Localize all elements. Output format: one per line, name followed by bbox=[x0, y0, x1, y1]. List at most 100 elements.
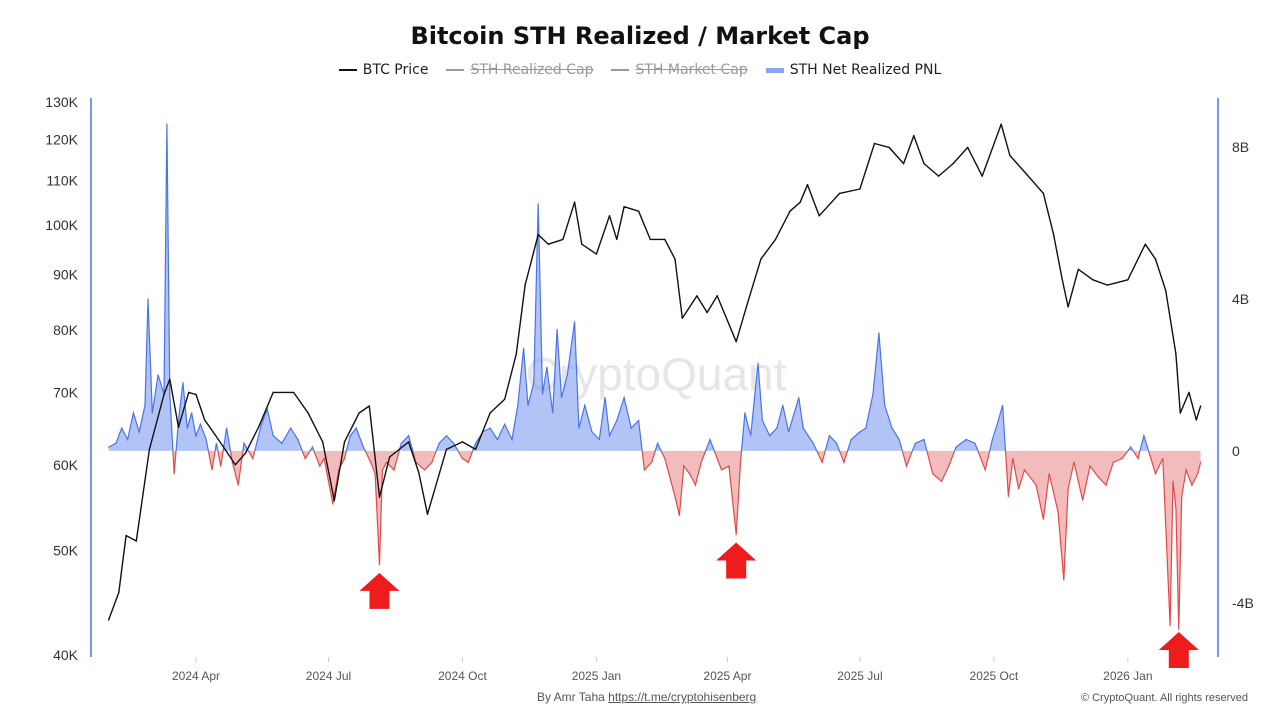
price-point bbox=[637, 210, 640, 212]
pnl-point bbox=[374, 472, 376, 475]
price-point bbox=[307, 412, 309, 414]
price-point bbox=[696, 295, 698, 297]
y-right-tick-label: 0 bbox=[1232, 443, 1240, 459]
pnl-point bbox=[126, 438, 129, 441]
y-left-tick-label: 70K bbox=[53, 384, 79, 400]
pnl-point bbox=[243, 442, 245, 445]
pnl-point bbox=[914, 442, 917, 445]
pnl-point bbox=[496, 438, 499, 441]
pnl-point bbox=[608, 434, 611, 437]
author-link[interactable]: https://t.me/cryptohisenberg bbox=[608, 690, 757, 704]
price-point bbox=[1199, 405, 1202, 407]
pnl-point bbox=[120, 427, 123, 429]
pnl-point bbox=[1067, 488, 1069, 490]
legend-item-sth-net-realized-pnl[interactable]: STH Net Realized PNL bbox=[765, 62, 942, 78]
price-point bbox=[445, 448, 448, 451]
pnl-point bbox=[923, 438, 925, 441]
pnl-point bbox=[516, 404, 519, 407]
price-point bbox=[664, 238, 666, 241]
price-point bbox=[1092, 279, 1094, 281]
price-point bbox=[537, 233, 539, 236]
pnl-point bbox=[965, 438, 968, 441]
price-point bbox=[368, 405, 370, 407]
price-point bbox=[681, 317, 684, 319]
pnl-point bbox=[1180, 495, 1183, 498]
price-point bbox=[224, 448, 226, 451]
pnl-point bbox=[431, 461, 433, 464]
pnl-point bbox=[378, 564, 381, 566]
pnl-point bbox=[650, 461, 653, 464]
pnl-point bbox=[1148, 453, 1151, 456]
pnl-point bbox=[182, 381, 184, 384]
price-point bbox=[257, 426, 260, 428]
legend: BTC Price STH Realized Cap STH Market Ca… bbox=[0, 62, 1280, 78]
price-point bbox=[1154, 258, 1157, 260]
legend-item-sth-realized-cap[interactable]: STH Realized Cap bbox=[446, 62, 593, 78]
price-point bbox=[799, 201, 801, 203]
price-point bbox=[503, 398, 506, 400]
pnl-point bbox=[211, 469, 213, 471]
pnl-point bbox=[768, 434, 771, 437]
price-point bbox=[188, 391, 190, 394]
x-tick-label: 2024 Jul bbox=[306, 669, 351, 683]
legend-label: STH Realized Cap bbox=[470, 62, 594, 78]
y-right-tick-label: 8B bbox=[1232, 139, 1249, 155]
pnl-point bbox=[1172, 480, 1174, 483]
price-point bbox=[873, 142, 876, 145]
price-point bbox=[461, 441, 464, 443]
pnl-point bbox=[1143, 434, 1145, 437]
pnl-point bbox=[532, 381, 535, 384]
pnl-point bbox=[297, 438, 299, 441]
pnl-point bbox=[1169, 624, 1171, 627]
y-left-tick-label: 40K bbox=[53, 647, 79, 663]
pnl-point bbox=[546, 366, 548, 369]
pnl-point bbox=[898, 438, 901, 441]
price-point bbox=[515, 353, 518, 355]
pnl-point bbox=[739, 461, 742, 464]
pnl-point bbox=[1097, 476, 1100, 479]
pnl-point bbox=[173, 472, 175, 475]
pnl-point bbox=[1007, 495, 1010, 498]
pnl-point bbox=[931, 472, 934, 475]
pnl-point bbox=[1137, 457, 1139, 460]
pnl-point bbox=[997, 419, 1000, 422]
price-point bbox=[118, 591, 120, 594]
price-point bbox=[1067, 306, 1069, 308]
price-point bbox=[649, 238, 651, 241]
legend-label: STH Net Realized PNL bbox=[789, 62, 942, 78]
price-point bbox=[1127, 279, 1129, 281]
pnl-point bbox=[452, 442, 455, 445]
y-right-tick-label: 4B bbox=[1232, 291, 1249, 307]
pnl-point bbox=[349, 434, 352, 437]
y-right-tick-label: -4B bbox=[1232, 595, 1254, 611]
pnl-point bbox=[883, 404, 886, 407]
pnl-point bbox=[1062, 579, 1065, 581]
pnl-point bbox=[157, 374, 159, 376]
pnl-point bbox=[1081, 499, 1084, 502]
legend-item-sth-market-cap[interactable]: STH Market Cap bbox=[611, 62, 748, 78]
pnl-point bbox=[369, 461, 372, 464]
pnl-point bbox=[781, 404, 784, 407]
pnl-point bbox=[168, 393, 171, 395]
pnl-negative-line bbox=[172, 451, 1202, 630]
pnl-point bbox=[615, 419, 618, 422]
pnl-point bbox=[891, 427, 893, 429]
y-left-tick-label: 130K bbox=[45, 94, 78, 110]
price-point bbox=[418, 471, 420, 474]
pnl-point bbox=[1178, 628, 1180, 631]
legend-item-btc-price[interactable]: BTC Price bbox=[338, 62, 428, 78]
price-point bbox=[321, 441, 324, 443]
x-tick-label: 2025 Oct bbox=[970, 669, 1019, 683]
pnl-point bbox=[1129, 446, 1132, 448]
pnl-point bbox=[166, 123, 168, 125]
footer-credit: By Amr Taha https://t.me/cryptohisenberg bbox=[537, 690, 756, 704]
x-tick-label: 2026 Jan bbox=[1103, 669, 1152, 683]
pnl-point bbox=[878, 332, 880, 334]
pnl-point bbox=[694, 484, 697, 486]
price-point bbox=[388, 456, 391, 458]
pnl-point bbox=[281, 442, 283, 445]
pnl-point bbox=[974, 442, 976, 445]
y-left-tick-label: 100K bbox=[45, 217, 78, 233]
price-point bbox=[1106, 284, 1109, 286]
pnl-point bbox=[445, 434, 448, 437]
